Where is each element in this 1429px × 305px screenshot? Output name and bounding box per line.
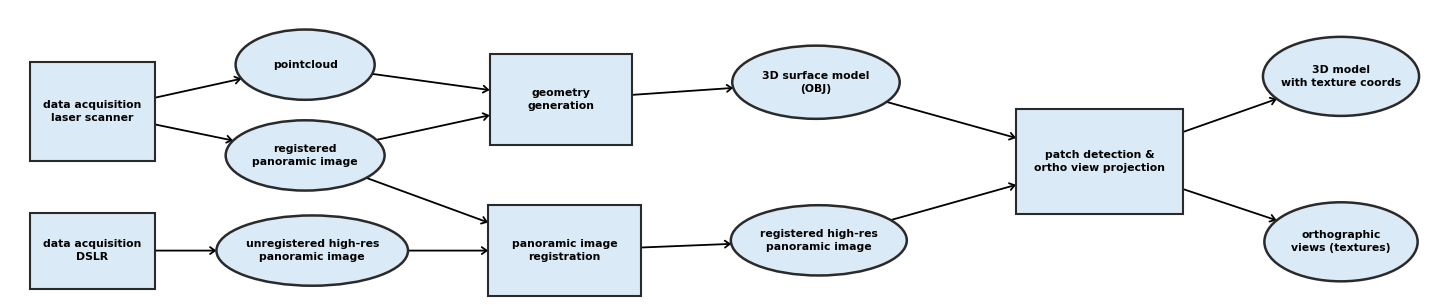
Text: geometry
generation: geometry generation xyxy=(527,88,594,111)
FancyBboxPatch shape xyxy=(30,213,154,289)
FancyBboxPatch shape xyxy=(30,62,154,161)
Ellipse shape xyxy=(236,30,374,100)
Text: unregistered high-res
panoramic image: unregistered high-res panoramic image xyxy=(246,239,379,262)
Ellipse shape xyxy=(226,120,384,191)
Ellipse shape xyxy=(732,46,900,119)
Text: patch detection &
ortho view projection: patch detection & ortho view projection xyxy=(1035,150,1165,173)
FancyBboxPatch shape xyxy=(1016,109,1183,214)
Ellipse shape xyxy=(1265,202,1418,281)
Text: 3D model
with texture coords: 3D model with texture coords xyxy=(1280,65,1400,88)
Text: registered
panoramic image: registered panoramic image xyxy=(253,144,357,167)
Text: 3D surface model
(OBJ): 3D surface model (OBJ) xyxy=(762,71,870,94)
Text: panoramic image
registration: panoramic image registration xyxy=(512,239,617,262)
Text: registered high-res
panoramic image: registered high-res panoramic image xyxy=(760,229,877,252)
Text: orthographic
views (textures): orthographic views (textures) xyxy=(1292,230,1390,253)
Text: data acquisition
laser scanner: data acquisition laser scanner xyxy=(43,100,141,123)
Ellipse shape xyxy=(216,215,409,286)
FancyBboxPatch shape xyxy=(490,54,632,145)
Text: data acquisition
DSLR: data acquisition DSLR xyxy=(43,239,141,262)
Ellipse shape xyxy=(1263,37,1419,116)
FancyBboxPatch shape xyxy=(489,205,642,296)
Ellipse shape xyxy=(730,205,907,275)
Text: pointcloud: pointcloud xyxy=(273,60,337,70)
